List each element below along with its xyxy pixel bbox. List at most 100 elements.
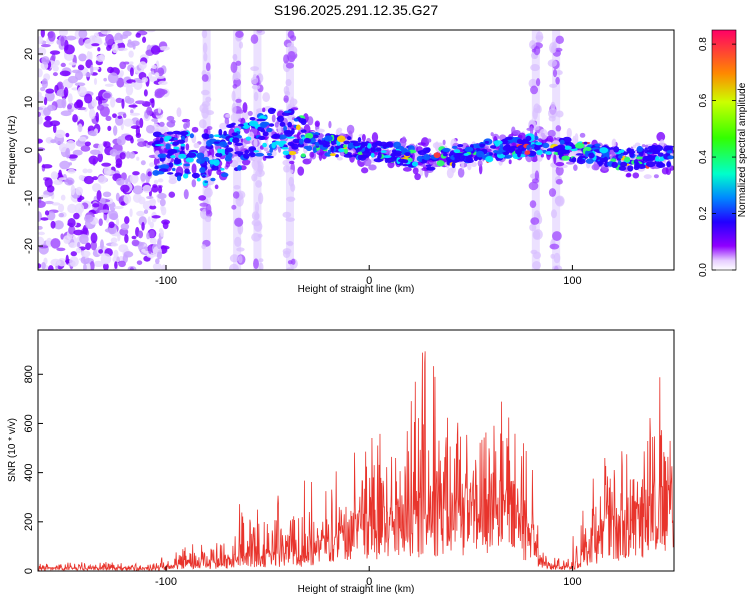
spectrogram-noise-blob bbox=[84, 93, 93, 104]
spectrogram-noise-blob bbox=[67, 203, 77, 214]
spectrogram-streak-blob bbox=[548, 108, 558, 119]
spectrogram-noise-blob bbox=[52, 72, 58, 77]
spectrogram-noise-blob bbox=[43, 96, 48, 106]
spectrogram-signal-core bbox=[189, 133, 195, 139]
spectrogram-streak-blob bbox=[529, 200, 537, 208]
spectrogram-signal-core bbox=[645, 161, 656, 168]
spectrogram-noise-blob bbox=[44, 200, 54, 205]
spectrogram-noise-blob bbox=[38, 36, 44, 45]
spectrogram-streak-blob bbox=[528, 181, 539, 191]
spectrogram-noise-blob bbox=[116, 136, 126, 146]
spectrogram-streak-blob bbox=[201, 101, 210, 108]
colorbar-tick-label: 0.2 bbox=[698, 206, 709, 220]
spectrogram-signal-core bbox=[288, 150, 297, 156]
spectrogram-streak-blob bbox=[251, 219, 261, 227]
snr-ytick-label: 200 bbox=[23, 513, 35, 531]
spectrogram-noise-blob bbox=[60, 110, 72, 117]
spectrogram-signal-core bbox=[295, 124, 301, 131]
spectrogram-signal-halo bbox=[656, 131, 666, 142]
spectrogram-signal-core bbox=[454, 156, 461, 163]
spectrogram-noise-blob bbox=[128, 61, 134, 65]
spectrogram-signal-core bbox=[357, 151, 363, 155]
spectrogram-signal-core bbox=[185, 157, 194, 163]
spectrogram-signal-core bbox=[502, 145, 510, 151]
spectrogram-noise-blob bbox=[67, 104, 73, 110]
spectrogram-noise-blob bbox=[149, 198, 156, 207]
spectrogram-noise-blob bbox=[147, 216, 151, 225]
spectrogram-noise-blob bbox=[44, 91, 55, 102]
spectrogram-signal-core bbox=[182, 173, 189, 179]
spectrogram-signal-core bbox=[576, 153, 584, 156]
spectrogram-noise-blob bbox=[136, 210, 145, 217]
spectrogram-signal-core bbox=[655, 155, 660, 162]
spectrogram-noise-blob bbox=[102, 191, 112, 198]
spectrogram-noise-blob bbox=[112, 113, 117, 119]
snr-y-axis: 0 200 400 600 800 bbox=[23, 365, 43, 574]
spectrogram-streak-blob bbox=[550, 45, 557, 54]
spectrogram-noise-blob bbox=[38, 147, 46, 152]
spectrogram-streak-blob bbox=[286, 42, 294, 48]
spectrogram-streak-blob bbox=[535, 35, 544, 40]
spectrogram-noise-blob bbox=[124, 233, 129, 244]
spectrogram-streak-blob bbox=[234, 236, 242, 247]
spectrogram-noise-blob bbox=[98, 249, 104, 254]
spectrogram-signal-halo bbox=[446, 167, 454, 179]
spectrogram-noise-blob bbox=[53, 220, 64, 230]
spectrogram-signal-halo bbox=[159, 149, 163, 155]
spectrogram-noise-blob bbox=[102, 203, 110, 215]
snr-ytick-label: 800 bbox=[23, 365, 35, 383]
snr-ytick-label: 400 bbox=[23, 463, 35, 481]
spectrogram-noise-blob bbox=[74, 203, 85, 214]
spectrogram-x-axis: -100 0 100 bbox=[155, 265, 582, 287]
spectrogram-noise-blob bbox=[117, 115, 123, 120]
spectrogram-noise-blob bbox=[38, 236, 45, 246]
spectrogram-noise-blob bbox=[60, 36, 65, 47]
spectrogram-noise-blob bbox=[129, 208, 133, 217]
spectrogram-noise-blob bbox=[151, 185, 159, 193]
spectrogram-signal-core bbox=[594, 143, 601, 147]
spectrogram-signal-halo bbox=[467, 162, 472, 171]
spectrogram-noise-blob bbox=[148, 72, 153, 79]
spectrogram-signal-core bbox=[620, 161, 628, 167]
spectrogram-signal-halo bbox=[573, 164, 578, 171]
spectrogram-signal-halo bbox=[539, 128, 548, 140]
spectrogram-signal-halo bbox=[293, 134, 300, 138]
spectrogram-noise-blob bbox=[132, 171, 140, 176]
spectrogram-signal-halo bbox=[274, 121, 279, 128]
spectrogram-signal-core bbox=[249, 117, 256, 121]
spectrogram-signal-halo bbox=[191, 126, 199, 133]
spectrogram-signal-core bbox=[177, 139, 186, 144]
spectrogram-signal-core bbox=[260, 121, 268, 128]
spectrogram-noise-blob bbox=[85, 72, 91, 78]
spectrogram-signal-core bbox=[304, 132, 314, 139]
spectrogram-signal-halo bbox=[442, 139, 446, 146]
spectrogram-noise-blob bbox=[59, 142, 68, 153]
spectrogram-noise-blob bbox=[122, 83, 132, 88]
spectrogram-streak-blob bbox=[198, 119, 207, 129]
spectrogram-signal-core bbox=[281, 146, 289, 150]
spectrogram-signal-halo bbox=[297, 166, 305, 176]
spectrogram-noise-blob bbox=[136, 260, 143, 265]
spectrogram-streak-blob bbox=[282, 250, 291, 259]
spectrogram-noise-blob bbox=[109, 148, 119, 157]
spectrogram-noise-blob bbox=[38, 152, 41, 163]
spectrogram-signal-core bbox=[298, 138, 304, 145]
spectrogram-streak-blob bbox=[530, 217, 540, 225]
spectrogram-streak-blob bbox=[231, 204, 237, 210]
snr-ytick-label: 0 bbox=[23, 568, 35, 574]
spectrogram-signal-core bbox=[173, 137, 178, 141]
spectrogram-noise-blob bbox=[136, 156, 140, 161]
spectrogram-signal-halo bbox=[414, 173, 421, 181]
spectrogram-signal-core bbox=[559, 139, 565, 145]
spectrogram-signal-core bbox=[154, 143, 165, 147]
spectrogram-noise-blob bbox=[97, 47, 101, 52]
spectrogram-streak-blob bbox=[229, 263, 239, 270]
spectrogram-signal-core bbox=[254, 152, 265, 157]
spectrogram-signal-core bbox=[157, 153, 167, 159]
spectrogram-noise-blob bbox=[141, 221, 145, 231]
spectrogram-noise-blob bbox=[65, 254, 69, 265]
colorbar-tick-label: 0.6 bbox=[698, 93, 709, 107]
spectrogram-signal-halo bbox=[526, 127, 534, 132]
spectrogram-signal-core bbox=[425, 164, 432, 167]
spectrogram-signal-core bbox=[213, 159, 220, 167]
